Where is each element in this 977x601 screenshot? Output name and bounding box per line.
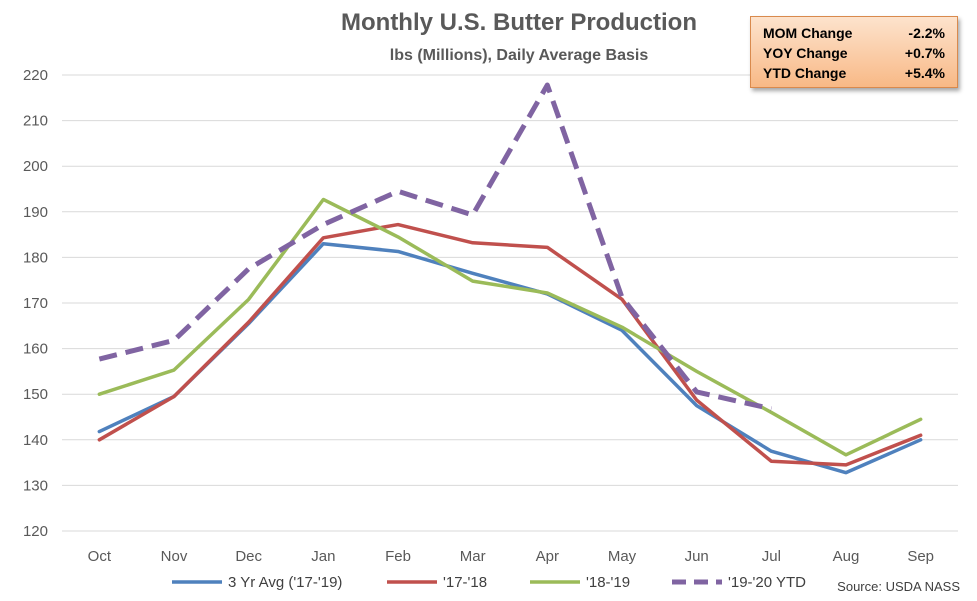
x-tick-label: Sep	[907, 548, 934, 565]
stat-row-ytd: YTD Change +5.4%	[763, 63, 945, 83]
stat-label: MOM Change	[763, 25, 853, 41]
legend-label: '18-'19	[586, 574, 630, 591]
stat-label: YOY Change	[763, 45, 848, 61]
legend-label: '19-'20 YTD	[728, 574, 806, 591]
x-tick-label: Oct	[88, 548, 112, 565]
y-tick-label: 180	[23, 249, 48, 266]
chart-subtitle: lbs (Millions), Daily Average Basis	[390, 47, 649, 64]
y-tick-label: 210	[23, 113, 48, 130]
y-tick-label: 220	[23, 67, 48, 84]
x-tick-label: Aug	[833, 548, 860, 565]
x-tick-label: Feb	[385, 548, 411, 565]
y-tick-label: 160	[23, 341, 48, 358]
series-lines	[97, 82, 923, 475]
y-tick-label: 170	[23, 295, 48, 312]
x-tick-label: Dec	[235, 548, 262, 565]
x-axis: Oct Nov Dec Jan Feb Mar Apr May Jun Jul Aug Sep	[88, 548, 934, 565]
x-tick-label: Jan	[311, 548, 335, 565]
stat-label: YTD Change	[763, 65, 847, 81]
legend-label: 3 Yr Avg ('17-'19)	[228, 574, 342, 591]
x-tick-label: May	[608, 548, 637, 565]
stat-row-mom: MOM Change -2.2%	[763, 23, 945, 43]
y-tick-label: 120	[23, 523, 48, 540]
x-tick-label: Jun	[685, 548, 709, 565]
y-tick-label: 130	[23, 477, 48, 494]
stat-row-yoy: YOY Change +0.7%	[763, 43, 945, 63]
x-tick-label: Jul	[762, 548, 781, 565]
series-line	[98, 82, 772, 412]
change-stats-box: MOM Change -2.2% YOY Change +0.7% YTD Ch…	[750, 16, 958, 88]
gridlines	[62, 74, 958, 532]
chart-title: Monthly U.S. Butter Production	[341, 9, 697, 36]
legend-label: '17-'18	[443, 574, 487, 591]
series-line	[97, 222, 923, 467]
series-line	[97, 197, 923, 457]
y-tick-label: 140	[23, 432, 48, 449]
stat-value: -2.2%	[908, 25, 945, 41]
source-note: Source: USDA NASS	[837, 579, 960, 594]
y-axis: 120 130 140 150 160 170 180 190 200 210 220	[23, 67, 48, 540]
x-tick-label: Nov	[161, 548, 188, 565]
x-tick-label: Mar	[460, 548, 486, 565]
series-line	[97, 241, 923, 475]
stat-value: +5.4%	[904, 65, 945, 81]
legend: 3 Yr Avg ('17-'19) '17-'18 '18-'19 '19-'20 …	[172, 574, 806, 591]
y-tick-label: 200	[23, 158, 48, 175]
stat-value: +0.7%	[904, 45, 945, 61]
x-tick-label: Apr	[536, 548, 559, 565]
y-tick-label: 150	[23, 386, 48, 403]
y-tick-label: 190	[23, 204, 48, 221]
